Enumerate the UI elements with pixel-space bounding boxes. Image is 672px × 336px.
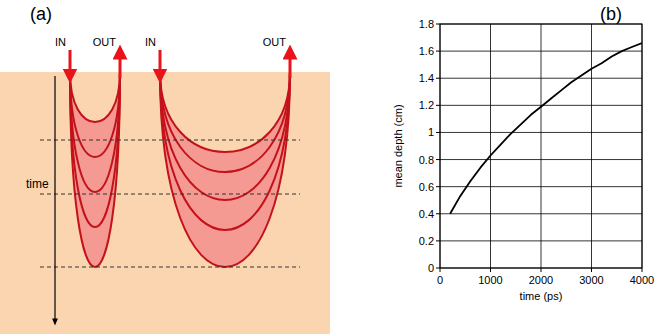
tick [591, 268, 592, 272]
in-label: IN [145, 36, 156, 48]
x-tick-label: 3000 [579, 274, 603, 286]
x-tick-label: 4000 [630, 274, 654, 286]
ground [0, 72, 330, 334]
front-curve [160, 72, 290, 172]
y-tick-label: 1.8 [419, 18, 434, 30]
series-line [450, 43, 642, 214]
plume-inner [70, 72, 120, 122]
time-arrow [54, 76, 55, 322]
y-tick-label: 0 [428, 262, 434, 274]
plot-frame [440, 24, 642, 268]
front-curve [160, 72, 290, 200]
in-label: IN [55, 36, 66, 48]
grid-line [591, 24, 592, 268]
tick [642, 268, 643, 272]
x-axis-title: time (ps) [520, 290, 563, 302]
out-arrow [289, 52, 292, 78]
time-label: time [26, 177, 49, 191]
y-tick-label: 0.8 [419, 154, 434, 166]
time-level [40, 267, 300, 268]
out-label: OUT [263, 36, 287, 48]
tick [436, 24, 440, 25]
in-arrow [159, 50, 162, 76]
front-curve [70, 72, 120, 192]
front-curve [70, 72, 120, 227]
tick [490, 268, 491, 272]
y-tick-label: 1.6 [419, 45, 434, 57]
y-tick-label: 1.4 [419, 72, 434, 84]
figure: (a) (b) time IN OUT IN OUT 0 0.2 0.4 0.6 0.8 1 1.2 1.4… [0, 0, 672, 336]
tick [436, 186, 440, 187]
tick [436, 213, 440, 214]
y-tick-label: 0.4 [419, 208, 434, 220]
in-arrow [69, 50, 72, 76]
grid-line [541, 24, 542, 268]
plume-area [70, 72, 120, 267]
panel-label: (b) [600, 4, 622, 24]
grid-line [490, 24, 491, 268]
front-curve [160, 72, 290, 267]
front-curve [160, 72, 290, 230]
out-label: OUT [93, 36, 117, 48]
plume-area [160, 72, 290, 267]
tick [436, 78, 440, 79]
y-tick-label: 1 [428, 126, 434, 138]
front-curve [70, 72, 120, 122]
front-curve [70, 72, 120, 267]
tick [436, 51, 440, 52]
y-tick-label: 0.2 [419, 235, 434, 247]
tick [436, 159, 440, 160]
tick [436, 240, 440, 241]
tick [440, 268, 441, 272]
tick [436, 268, 440, 269]
x-tick-label: 1000 [478, 274, 502, 286]
time-level [40, 194, 300, 195]
y-tick-label: 0.6 [419, 181, 434, 193]
tick [436, 105, 440, 106]
tick [436, 132, 440, 133]
x-tick-label: 2000 [529, 274, 553, 286]
y-axis-title: mean depth (cm) [392, 104, 404, 187]
plot-marks [450, 43, 642, 214]
time-level [40, 140, 300, 141]
front-curve [70, 72, 120, 157]
x-tick-label: 0 [437, 274, 443, 286]
y-tick-label: 1.2 [419, 99, 434, 111]
panel-label: (a) [30, 4, 52, 24]
tick [541, 268, 542, 272]
out-arrow [119, 52, 122, 78]
